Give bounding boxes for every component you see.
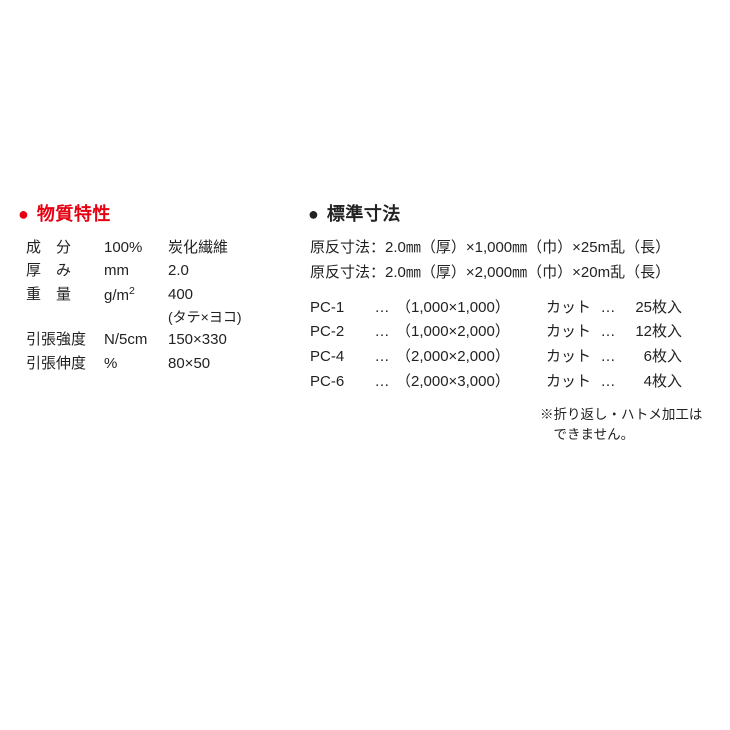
- property-row: 成 分 100% 炭化繊維: [26, 236, 308, 259]
- property-value: 80×50: [168, 352, 308, 375]
- pc-code: PC-6: [310, 370, 368, 395]
- ellipsis-icon: …: [594, 345, 622, 370]
- properties-table: 成 分 100% 炭化繊維 厚 み mm 2.0 重 量 g/m2 400 (タ…: [18, 236, 308, 375]
- property-label: 重 量: [26, 283, 104, 307]
- property-row: 引張強度 N/5cm 150×330: [26, 328, 308, 351]
- pc-size: （2,000×2,000）: [396, 345, 546, 370]
- standard-dimensions-section: ● 標準寸法 原反寸法：2.0㎜（厚）×1,000㎜（巾）×25m乱（長） 原反…: [308, 200, 712, 445]
- material-properties-section: ● 物質特性 成 分 100% 炭化繊維 厚 み mm 2.0 重 量 g/m2…: [18, 200, 308, 375]
- raw-dimension-line: 原反寸法：2.0㎜（厚）×1,000㎜（巾）×25m乱（長）: [310, 236, 712, 261]
- pc-cut-label: カット: [546, 370, 594, 395]
- section-heading-left: ● 物質特性: [18, 200, 308, 226]
- bullet-icon: ●: [18, 204, 29, 224]
- property-label: 成 分: [26, 236, 104, 259]
- pc-size: （1,000×2,000）: [396, 320, 546, 345]
- pc-cut-table: PC-1 … （1,000×1,000） カット … 25枚入 PC-2 … （…: [310, 296, 712, 395]
- footnote-line: できません。: [540, 425, 712, 445]
- pc-code: PC-1: [310, 296, 368, 321]
- property-unit: 100%: [104, 236, 168, 259]
- pc-quantity: 12枚入: [622, 320, 682, 345]
- property-row: 厚 み mm 2.0: [26, 259, 308, 282]
- bullet-icon: ●: [308, 204, 319, 224]
- pc-quantity: 25枚入: [622, 296, 682, 321]
- property-value: 2.0: [168, 259, 308, 282]
- section-heading-right: ● 標準寸法: [308, 200, 712, 226]
- section-title-material: 物質特性: [37, 204, 111, 224]
- ellipsis-icon: …: [594, 296, 622, 321]
- pc-cut-label: カット: [546, 320, 594, 345]
- ellipsis-icon: …: [368, 370, 396, 395]
- pc-size: （2,000×3,000）: [396, 370, 546, 395]
- ellipsis-icon: …: [594, 370, 622, 395]
- spec-sheet: ● 物質特性 成 分 100% 炭化繊維 厚 み mm 2.0 重 量 g/m2…: [18, 200, 712, 445]
- footnote: ※折り返し・ハトメ加工は できません。: [310, 405, 712, 446]
- property-unit: N/5cm: [104, 328, 168, 351]
- property-value: 400: [168, 283, 308, 307]
- raw-dimension-line: 原反寸法：2.0㎜（厚）×2,000㎜（巾）×20m乱（長）: [310, 261, 712, 286]
- pc-code: PC-2: [310, 320, 368, 345]
- pc-code: PC-4: [310, 345, 368, 370]
- property-unit: %: [104, 352, 168, 375]
- property-label: 引張強度: [26, 328, 104, 351]
- ellipsis-icon: …: [368, 345, 396, 370]
- pc-size: （1,000×1,000）: [396, 296, 546, 321]
- dimensions-block: 原反寸法：2.0㎜（厚）×1,000㎜（巾）×25m乱（長） 原反寸法：2.0㎜…: [308, 236, 712, 445]
- property-row: 引張伸度 % 80×50: [26, 352, 308, 375]
- ellipsis-icon: …: [594, 320, 622, 345]
- pc-row: PC-1 … （1,000×1,000） カット … 25枚入: [310, 296, 712, 321]
- pc-quantity: 6枚入: [622, 345, 682, 370]
- section-title-dimensions: 標準寸法: [327, 204, 401, 224]
- property-value: 150×330: [168, 328, 308, 351]
- pc-cut-label: カット: [546, 345, 594, 370]
- pc-quantity: 4枚入: [622, 370, 682, 395]
- pc-cut-label: カット: [546, 296, 594, 321]
- pc-row: PC-4 … （2,000×2,000） カット … 6枚入: [310, 345, 712, 370]
- property-subnote: (タテ×ヨコ): [26, 307, 308, 329]
- footnote-line: ※折り返し・ハトメ加工は: [540, 405, 712, 425]
- property-label: 引張伸度: [26, 352, 104, 375]
- pc-row: PC-6 … （2,000×3,000） カット … 4枚入: [310, 370, 712, 395]
- property-unit: g/m2: [104, 283, 168, 307]
- property-row: 重 量 g/m2 400: [26, 283, 308, 307]
- property-unit: mm: [104, 259, 168, 282]
- ellipsis-icon: …: [368, 296, 396, 321]
- ellipsis-icon: …: [368, 320, 396, 345]
- property-value: 炭化繊維: [168, 236, 308, 259]
- pc-row: PC-2 … （1,000×2,000） カット … 12枚入: [310, 320, 712, 345]
- property-label: 厚 み: [26, 259, 104, 282]
